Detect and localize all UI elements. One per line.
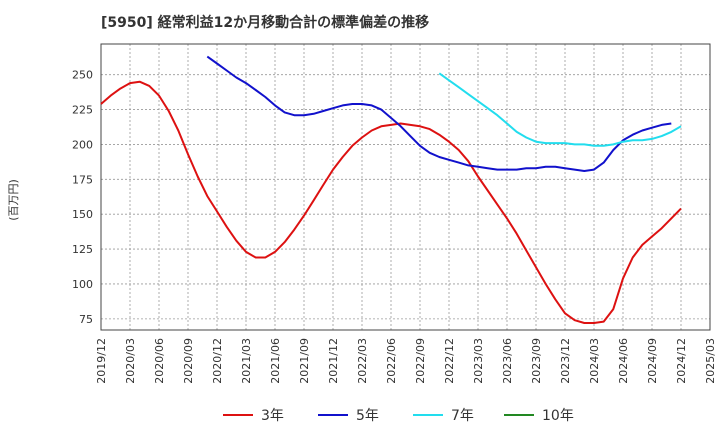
y-tick-labels: 75 100 125 150 175 200 225 250 bbox=[72, 69, 93, 326]
legend-label: 10年 bbox=[542, 408, 574, 424]
y-axis-label: (百万円) bbox=[7, 179, 20, 221]
x-tick-label: 2023/12 bbox=[559, 338, 572, 384]
x-tick-label: 2021/06 bbox=[269, 338, 282, 384]
x-tick-label: 2022/12 bbox=[443, 338, 456, 384]
chart-title: [5950] 経常利益12か月移動合計の標準偏差の推移 bbox=[101, 15, 430, 31]
legend-label: 3年 bbox=[261, 408, 284, 424]
y-tick-label: 250 bbox=[72, 69, 93, 82]
x-tick-label: 2020/03 bbox=[124, 338, 137, 384]
x-tick-label: 2021/12 bbox=[327, 338, 340, 384]
series-line-5年 bbox=[206, 55, 672, 172]
x-tick-label: 2019/12 bbox=[95, 338, 108, 384]
x-tick-label: 2023/09 bbox=[530, 338, 543, 384]
x-tick-labels: 2019/12 2020/03 2020/06 2020/09 2020/12 2021/… bbox=[95, 338, 717, 384]
plot-area bbox=[100, 43, 711, 331]
x-tick-label: 2024/03 bbox=[588, 338, 601, 384]
grid-lines bbox=[100, 44, 711, 330]
y-tick-label: 200 bbox=[72, 138, 93, 151]
y-tick-label: 100 bbox=[72, 278, 93, 291]
x-tick-label: 2025/03 bbox=[704, 338, 717, 384]
y-tick-label: 150 bbox=[72, 208, 93, 221]
x-tick-label: 2021/09 bbox=[298, 338, 311, 384]
y-tick-label: 75 bbox=[79, 313, 93, 326]
series-lines bbox=[100, 55, 682, 324]
y-tick-label: 175 bbox=[72, 173, 93, 186]
x-tick-label: 2022/06 bbox=[385, 338, 398, 384]
series-line-3年 bbox=[100, 80, 682, 324]
x-tick-label: 2020/06 bbox=[153, 338, 166, 384]
x-tick-label: 2024/12 bbox=[675, 338, 688, 384]
x-tick-label: 2023/03 bbox=[472, 338, 485, 384]
x-tick-label: 2022/03 bbox=[356, 338, 369, 384]
x-tick-label: 2021/03 bbox=[240, 338, 253, 384]
legend-label: 7年 bbox=[451, 408, 474, 424]
y-tick-label: 125 bbox=[72, 243, 93, 256]
x-tick-label: 2022/09 bbox=[414, 338, 427, 384]
x-tick-label: 2023/06 bbox=[501, 338, 514, 384]
x-tick-label: 2020/12 bbox=[211, 338, 224, 384]
x-tick-label: 2024/09 bbox=[646, 338, 659, 384]
series-line-7年 bbox=[438, 72, 682, 147]
legend: 3年 5年 7年 10年 bbox=[223, 408, 574, 424]
x-tick-label: 2020/09 bbox=[182, 338, 195, 384]
legend-label: 5年 bbox=[356, 408, 379, 424]
y-tick-label: 225 bbox=[72, 104, 93, 117]
x-tick-label: 2024/06 bbox=[617, 338, 630, 384]
